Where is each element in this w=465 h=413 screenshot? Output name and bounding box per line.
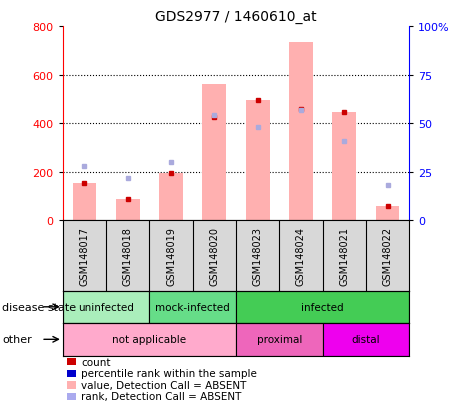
Text: rank, Detection Call = ABSENT: rank, Detection Call = ABSENT [81,392,242,401]
Bar [323,323,409,356]
Text: GSM148020: GSM148020 [209,227,219,285]
Bar [63,323,236,356]
Text: GSM148024: GSM148024 [296,227,306,285]
Text: GSM148022: GSM148022 [383,227,392,285]
Bar [149,291,236,323]
Text: GSM148019: GSM148019 [166,227,176,285]
Bar [159,173,183,221]
Bar [202,85,226,221]
Bar [236,291,409,323]
Text: GSM148017: GSM148017 [80,227,89,285]
Text: proximal: proximal [257,335,302,344]
Text: infected: infected [301,302,344,312]
Text: disease state: disease state [2,302,76,312]
Bar [63,291,149,323]
Text: count: count [81,357,111,367]
Bar [332,113,356,221]
Text: distal: distal [352,335,380,344]
Text: uninfected: uninfected [78,302,134,312]
Text: value, Detection Call = ABSENT: value, Detection Call = ABSENT [81,380,247,390]
Bar [116,199,140,221]
Text: other: other [2,335,32,344]
Text: GSM148021: GSM148021 [339,227,349,285]
Text: percentile rank within the sample: percentile rank within the sample [81,368,257,378]
Bar [236,323,323,356]
Bar [73,183,96,221]
Text: GSM148018: GSM148018 [123,227,133,285]
Title: GDS2977 / 1460610_at: GDS2977 / 1460610_at [155,10,317,24]
Text: GSM148023: GSM148023 [252,227,263,285]
Bar [246,101,270,221]
Bar [376,206,399,221]
Text: mock-infected: mock-infected [155,302,230,312]
Bar [289,43,313,221]
Text: not applicable: not applicable [113,335,186,344]
